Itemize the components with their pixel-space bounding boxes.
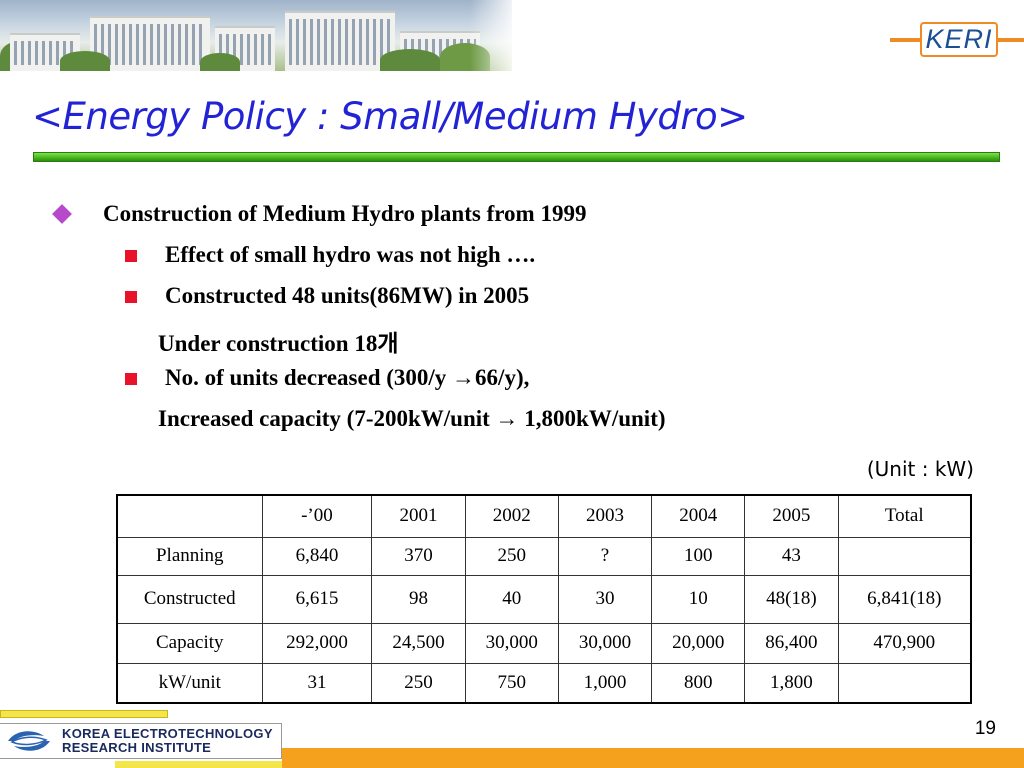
slide-title: <Energy Policy : Small/Medium Hydro>: [32, 95, 748, 138]
square-bullet-icon: [125, 291, 137, 303]
square-bullet-icon: [125, 373, 137, 385]
table-row-label: Planning: [116, 536, 263, 576]
table-cell: 86,400: [744, 622, 839, 664]
bullet-sub-2-continuation: Under construction 18개: [158, 331, 399, 356]
table-cell: 1,000: [557, 662, 653, 704]
table-header-row: -’00 2001 2002 2003 2004 2005 Total: [116, 494, 972, 538]
table-header-cell: [116, 494, 263, 538]
table-cell: 30,000: [557, 622, 653, 664]
table-row-label: Constructed: [116, 574, 263, 624]
table-cell: 31: [261, 662, 373, 704]
table-cell: 292,000: [261, 622, 373, 664]
bullet-sub-3: No. of units decreased (300/y →66/y),: [165, 365, 530, 390]
table-header-cell: Total: [837, 494, 972, 538]
table-row: Constructed 6,615 98 40 30 10 48(18) 6,8…: [116, 574, 972, 624]
table-row: kW/unit 31 250 750 1,000 800 1,800: [116, 662, 972, 704]
header-photo: [0, 0, 512, 71]
table-cell: 470,900: [837, 622, 972, 664]
title-underline-bar: [33, 152, 1000, 162]
square-bullet-icon: [125, 250, 137, 262]
diamond-bullet-icon: [52, 204, 72, 224]
bullet-sub-3-continuation: Increased capacity (7-200kW/unit → 1,800…: [158, 406, 666, 431]
table-cell: [837, 662, 972, 704]
table-cell: 40: [464, 574, 559, 624]
table-cell: 98: [371, 574, 466, 624]
keri-logo: KERI: [920, 22, 998, 57]
table-row-label: Capacity: [116, 622, 263, 664]
table-header-cell: 2001: [371, 494, 466, 538]
table-cell: 370: [371, 536, 466, 576]
page-number: 19: [974, 718, 996, 739]
table-cell: 30,000: [464, 622, 559, 664]
table-header-cell: 2003: [557, 494, 653, 538]
table-cell: 30: [557, 574, 653, 624]
institute-name: KOREA ELECTROTECHNOLOGY RESEARCH INSTITU…: [62, 727, 273, 755]
institute-name-line-1: KOREA ELECTROTECHNOLOGY: [62, 726, 273, 741]
table-cell: 100: [651, 536, 746, 576]
footer-orange-bar: [282, 748, 1024, 768]
table-cell: 800: [651, 662, 746, 704]
footer-yellow-bar-bottom: [115, 761, 282, 768]
bullet-main: Construction of Medium Hydro plants from…: [103, 201, 587, 226]
table-header-cell: 2002: [464, 494, 559, 538]
table-cell: 10: [651, 574, 746, 624]
header-fade: [470, 0, 520, 71]
table-row: Capacity 292,000 24,500 30,000 30,000 20…: [116, 622, 972, 664]
table-cell: 750: [464, 662, 559, 704]
table-header-cell: -’00: [261, 494, 373, 538]
table-cell: 1,800: [744, 662, 839, 704]
table-cell: 250: [464, 536, 559, 576]
table-row-label: kW/unit: [116, 662, 263, 704]
table-cell: ?: [557, 536, 653, 576]
table-cell: 43: [744, 536, 839, 576]
keri-emblem-icon: [8, 731, 50, 751]
logo-line-left: [890, 38, 920, 42]
table-cell: 20,000: [651, 622, 746, 664]
institute-name-line-2: RESEARCH INSTITUTE: [62, 740, 212, 755]
table-cell: 24,500: [371, 622, 466, 664]
bullet-sub-2: Constructed 48 units(86MW) in 2005: [165, 283, 530, 308]
table-cell: 48(18): [744, 574, 839, 624]
table-row: Planning 6,840 370 250 ? 100 43: [116, 536, 972, 576]
table-header-cell: 2005: [744, 494, 839, 538]
bullet-sub-1: Effect of small hydro was not high ….: [165, 242, 536, 267]
table-cell: 6,840: [261, 536, 373, 576]
table-cell: 250: [371, 662, 466, 704]
logo-line-right: [998, 38, 1024, 42]
unit-label: (Unit : kW): [866, 457, 974, 481]
table-header-cell: 2004: [651, 494, 746, 538]
table-cell: [837, 536, 972, 576]
table-cell: 6,841(18): [837, 574, 972, 624]
table-cell: 6,615: [261, 574, 373, 624]
hydro-construction-table: -’00 2001 2002 2003 2004 2005 Total Plan…: [116, 494, 972, 704]
footer-yellow-bar: [0, 710, 168, 718]
